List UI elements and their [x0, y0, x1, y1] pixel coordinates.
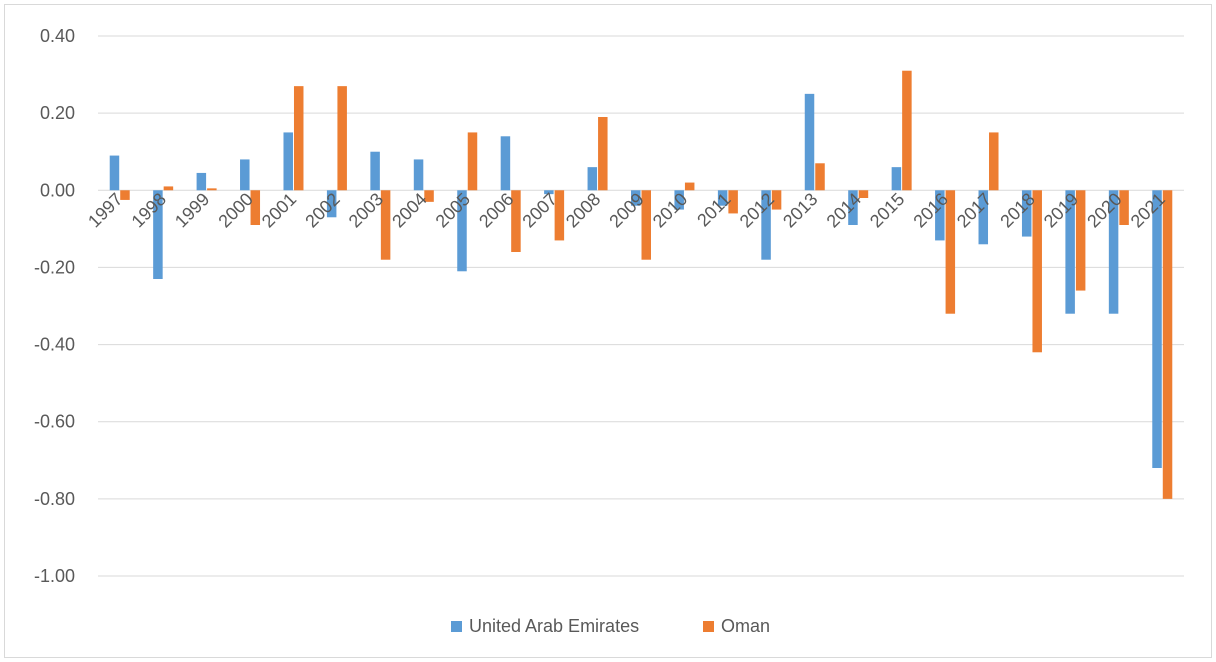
bar-uae	[283, 132, 293, 191]
x-tick-label: 2014	[823, 189, 865, 231]
y-tick-label: 0.00	[40, 180, 75, 200]
y-tick-label: 0.40	[40, 26, 75, 46]
x-tick-label: 1998	[128, 189, 170, 231]
bar-oman	[554, 190, 565, 241]
bar-uae	[457, 190, 467, 272]
bar-oman	[1162, 190, 1173, 499]
bar-uae	[717, 190, 728, 206]
y-tick-label: -1.00	[34, 566, 75, 586]
y-tick-label: -0.60	[34, 412, 75, 432]
bar-oman	[207, 188, 217, 191]
legend-swatch	[703, 621, 714, 632]
x-tick-label: 2003	[345, 189, 387, 231]
bar-uae	[761, 190, 771, 260]
bar-uae	[1065, 190, 1075, 314]
x-tick-label: 2013	[779, 189, 821, 231]
x-tick-label: 2002	[301, 189, 343, 231]
bar-oman	[815, 163, 825, 191]
bar-oman	[684, 182, 695, 191]
bar-oman	[250, 190, 261, 225]
x-tick-label: 2001	[258, 189, 300, 231]
bar-uae	[631, 190, 641, 206]
bar-oman	[424, 190, 434, 202]
bar-uae	[370, 151, 380, 191]
legend-label: Oman	[721, 616, 770, 636]
bar-oman	[511, 190, 521, 252]
bar-oman	[728, 190, 738, 214]
x-tick-label: 2012	[736, 189, 778, 231]
bar-uae	[1021, 190, 1032, 237]
x-tick-label: 2006	[475, 189, 517, 231]
bar-uae	[500, 136, 511, 191]
bar-uae	[674, 190, 684, 210]
bar-uae	[240, 159, 250, 191]
x-tick-label: 2004	[388, 189, 430, 231]
x-tick-label: 2005	[432, 189, 474, 231]
bar-uae	[153, 190, 163, 279]
bar-uae	[587, 167, 598, 191]
bar-uae	[544, 190, 554, 195]
bar-uae	[1108, 190, 1119, 314]
bar-oman	[771, 190, 782, 210]
bar-oman	[337, 86, 347, 191]
bar-uae	[804, 93, 815, 191]
bar-uae	[848, 190, 858, 225]
x-tick-label: 2016	[909, 189, 951, 231]
bar-oman	[945, 190, 956, 314]
bar-oman	[989, 132, 999, 191]
bar-oman	[598, 117, 608, 191]
x-tick-label: 1997	[84, 189, 126, 231]
x-tick-label: 2020	[1083, 189, 1125, 231]
bar-oman	[641, 190, 651, 260]
y-tick-label: -0.40	[34, 335, 75, 355]
bar-uae	[413, 159, 424, 191]
x-tick-label: 2007	[518, 189, 560, 231]
bar-uae	[978, 190, 989, 245]
legend-swatch	[451, 621, 462, 632]
bar-uae	[196, 172, 207, 191]
bar-uae	[891, 167, 902, 191]
x-tick-label: 2019	[1040, 189, 1082, 231]
bar-uae	[935, 190, 945, 241]
bar-oman	[467, 132, 478, 191]
bar-oman	[293, 86, 304, 191]
bar-oman	[120, 190, 130, 200]
y-tick-label: 0.20	[40, 103, 75, 123]
legend-label: United Arab Emirates	[469, 616, 639, 636]
x-tick-label: 2018	[996, 189, 1038, 231]
bar-uae	[109, 155, 120, 191]
x-tick-label: 1999	[171, 189, 213, 231]
bar-oman	[1075, 190, 1086, 291]
bar-oman	[1119, 190, 1129, 225]
bar-oman	[858, 190, 869, 198]
bar-oman	[1032, 190, 1042, 353]
x-tick-label: 2000	[214, 189, 256, 231]
x-tick-label: 2015	[866, 189, 908, 231]
bar-oman	[902, 70, 912, 191]
x-tick-label: 2021	[1127, 189, 1169, 231]
y-tick-label: -0.80	[34, 489, 75, 509]
x-tick-label: 2010	[649, 189, 691, 231]
y-tick-label: -0.20	[34, 257, 75, 277]
bar-oman	[163, 186, 174, 191]
bar-uae	[1152, 190, 1162, 469]
x-tick-label: 2009	[605, 189, 647, 231]
x-tick-label: 2017	[953, 189, 995, 231]
x-tick-label: 2008	[562, 189, 604, 231]
bar-oman	[380, 190, 391, 260]
bar-uae	[326, 190, 337, 218]
